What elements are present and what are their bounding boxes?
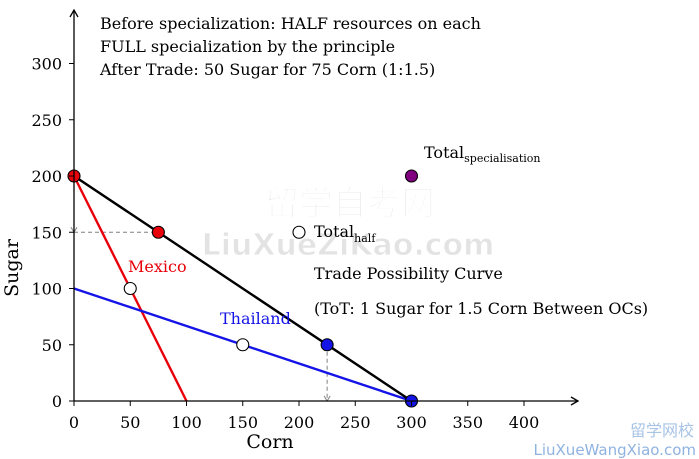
tpc-label: Trade Possibility Curve (314, 264, 503, 283)
point-marker-2 (123, 281, 137, 296)
point-marker-7 (404, 169, 419, 183)
y-tick-label-2: 100 (31, 280, 62, 299)
point-marker-4 (320, 338, 334, 352)
total-spec-label: Totalspecialisation (424, 143, 540, 165)
point-marker-1 (151, 225, 165, 239)
total-half-label: Totalhalf (314, 222, 376, 245)
x-tick-label-0: 0 (69, 413, 79, 432)
y-tick-label-6: 300 (31, 55, 62, 74)
y-tick-label-5: 250 (31, 111, 62, 130)
point-marker-3 (236, 338, 250, 352)
y-tick-label-1: 50 (42, 336, 62, 355)
x-tick-label-5: 250 (340, 413, 371, 432)
note-1: Before specialization: HALF resources on… (100, 14, 481, 33)
watermark-cn: 留学自考网 (265, 184, 435, 224)
watermark-corner-cn: 留学网校 (630, 421, 694, 440)
series-line-2 (73, 175, 413, 402)
y-axis-label: Sugar (1, 238, 23, 297)
watermark-corner-en: LiuXueWangXiao.com (534, 441, 697, 459)
y-tick-label-3: 150 (31, 223, 62, 242)
thailand-label: Thailand (220, 309, 291, 328)
watermark: 留学自考网 LiuXueZiKao.com (201, 184, 495, 264)
mexico-label: Mexico (128, 257, 187, 276)
x-tick-label-1: 50 (120, 413, 140, 432)
watermark-en: LiuXueZiKao.com (202, 228, 495, 263)
x-tick-label-8: 400 (509, 413, 540, 432)
x-tick-label-2: 100 (171, 413, 202, 432)
axis-ticks: 0 50 100 150 200 250 300 350 400 0 50 100 150 200 250 3… (31, 55, 539, 433)
y-tick-label-4: 200 (31, 167, 62, 186)
point-marker-6 (292, 225, 306, 239)
x-tick-label-3: 150 (227, 413, 258, 432)
x-tick-label-7: 350 (452, 413, 483, 432)
tot-label: (ToT: 1 Sugar for 1.5 Corn Between OCs) (314, 299, 648, 318)
y-tick-label-0: 0 (52, 392, 62, 411)
note-3: After Trade: 50 Sugar for 75 Corn (1:1.5… (99, 60, 435, 79)
note-2: FULL specialization by the principle (100, 37, 395, 56)
x-tick-label-4: 200 (284, 413, 315, 432)
x-axis-label: Corn (246, 431, 293, 453)
x-tick-label-6: 300 (396, 413, 427, 432)
